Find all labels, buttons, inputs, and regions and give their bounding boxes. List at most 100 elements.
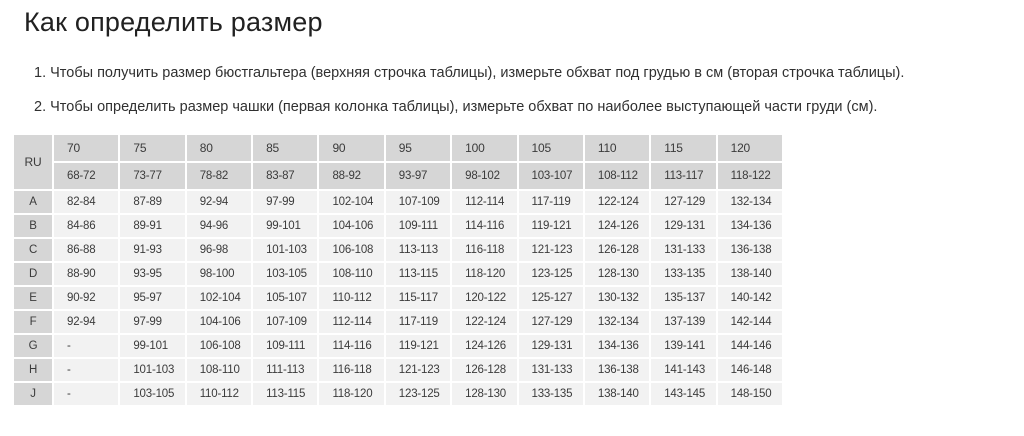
size-cell: 139-141 — [651, 335, 716, 357]
size-cell: 136-138 — [584, 359, 650, 381]
size-cell: 137-139 — [651, 311, 716, 333]
size-cell: 135-137 — [651, 287, 716, 309]
band-size-row: RU 70 75 80 85 90 95 100 105 110 115 120 — [14, 135, 782, 189]
size-cell: 126-128 — [584, 239, 650, 261]
size-cell: 118-120 — [319, 383, 384, 405]
ru-corner-label: RU — [14, 135, 52, 189]
size-cell: 118-120 — [452, 263, 517, 285]
size-cell: 121-123 — [385, 359, 451, 381]
size-cell: 125-127 — [518, 287, 583, 309]
size-cell: 99-101 — [253, 215, 318, 237]
cup-row-label: D — [14, 263, 52, 285]
size-cell: 95-97 — [120, 287, 185, 309]
size-cell: 144-146 — [717, 335, 782, 357]
cup-row-label: E — [14, 287, 52, 309]
size-cell: 141-143 — [651, 359, 716, 381]
size-cell: 133-135 — [651, 263, 716, 285]
size-cell: 116-118 — [319, 359, 384, 381]
underbust-range-cell: 73-77 — [120, 163, 185, 189]
size-cell: 108-110 — [319, 263, 384, 285]
cup-row-label: F — [14, 311, 52, 333]
size-cell: 138-140 — [584, 383, 650, 405]
band-size-header: 75 — [120, 135, 185, 161]
size-cell: 94-96 — [186, 215, 252, 237]
underbust-range-row: 68-72 73-77 78-82 83-87 88-92 93-97 98-102 103-… — [14, 163, 782, 189]
size-cell: 88-90 — [54, 263, 119, 285]
size-cell: 122-124 — [584, 191, 650, 213]
size-cell: 129-131 — [518, 335, 583, 357]
size-cell: 117-119 — [518, 191, 583, 213]
underbust-range-cell: 83-87 — [253, 163, 318, 189]
size-cell: 106-108 — [319, 239, 384, 261]
size-cell: 132-134 — [717, 191, 782, 213]
band-size-header: 100 — [452, 135, 517, 161]
size-cell: 134-136 — [717, 215, 782, 237]
size-cell: 133-135 — [518, 383, 583, 405]
size-cell: 115-117 — [385, 287, 451, 309]
size-cell: 111-113 — [253, 359, 318, 381]
instruction-step-2: 2. Чтобы определить размер чашки (первая… — [34, 99, 878, 115]
size-cell: 143-145 — [651, 383, 716, 405]
size-cell: 126-128 — [452, 359, 517, 381]
size-cell: 124-126 — [452, 335, 517, 357]
size-cell: 116-118 — [452, 239, 517, 261]
size-cell: 102-104 — [186, 287, 252, 309]
size-cell: - — [54, 383, 119, 405]
size-cell: 112-114 — [319, 311, 384, 333]
size-cell: 84-86 — [54, 215, 119, 237]
size-cell: 113-115 — [253, 383, 318, 405]
size-cell: 140-142 — [717, 287, 782, 309]
size-cell: 107-109 — [253, 311, 318, 333]
cup-size-row: H -101-103 108-110 111-113 116-118 121-123 126… — [14, 359, 782, 381]
size-cell: 98-100 — [186, 263, 252, 285]
size-cell: 99-101 — [120, 335, 185, 357]
size-cell: 105-107 — [253, 287, 318, 309]
size-cell: 110-112 — [186, 383, 252, 405]
cup-size-row: G -99-101 106-108 109-111 114-116 119-121 124-… — [14, 335, 782, 357]
size-cell: - — [54, 359, 119, 381]
size-cell: 146-148 — [717, 359, 782, 381]
size-cell: 103-105 — [120, 383, 185, 405]
size-cell: 101-103 — [253, 239, 318, 261]
cup-row-label: G — [14, 335, 52, 357]
size-cell: 127-129 — [651, 191, 716, 213]
cup-size-row: D 88-90 93-95 98-100 103-105 108-110 113-115 11… — [14, 263, 782, 285]
band-size-header: 85 — [253, 135, 318, 161]
underbust-range-cell: 98-102 — [452, 163, 517, 189]
size-cell: 123-125 — [385, 383, 451, 405]
underbust-range-cell: 68-72 — [54, 163, 119, 189]
underbust-range-cell: 78-82 — [186, 163, 252, 189]
size-cell: 92-94 — [54, 311, 119, 333]
size-cell: 82-84 — [54, 191, 119, 213]
cup-row-label: C — [14, 239, 52, 261]
size-cell: 103-105 — [253, 263, 318, 285]
size-table: RU 70 75 80 85 90 95 100 105 110 115 120 68-72 73-77 7… — [12, 133, 784, 407]
size-cell: - — [54, 335, 119, 357]
size-cell: 129-131 — [651, 215, 716, 237]
band-size-header: 95 — [385, 135, 451, 161]
size-cell: 119-121 — [518, 215, 583, 237]
size-table-header: RU 70 75 80 85 90 95 100 105 110 115 120 68-72 73-77 7… — [14, 135, 782, 189]
size-cell: 91-93 — [120, 239, 185, 261]
size-cell: 92-94 — [186, 191, 252, 213]
size-cell: 113-115 — [385, 263, 451, 285]
size-cell: 102-104 — [319, 191, 384, 213]
size-cell: 138-140 — [717, 263, 782, 285]
size-cell: 114-116 — [319, 335, 384, 357]
size-cell: 106-108 — [186, 335, 252, 357]
size-cell: 108-110 — [186, 359, 252, 381]
size-cell: 114-116 — [452, 215, 517, 237]
size-cell: 104-106 — [319, 215, 384, 237]
size-cell: 117-119 — [385, 311, 451, 333]
size-cell: 142-144 — [717, 311, 782, 333]
size-cell: 107-109 — [385, 191, 451, 213]
instruction-step-1: 1. Чтобы получить размер бюстгальтера (в… — [34, 65, 905, 81]
size-cell: 113-113 — [385, 239, 451, 261]
band-size-header: 115 — [651, 135, 716, 161]
size-cell: 148-150 — [717, 383, 782, 405]
underbust-range-cell: 103-107 — [518, 163, 583, 189]
size-cell: 97-99 — [253, 191, 318, 213]
size-cell: 89-91 — [120, 215, 185, 237]
size-cell: 87-89 — [120, 191, 185, 213]
size-cell: 122-124 — [452, 311, 517, 333]
